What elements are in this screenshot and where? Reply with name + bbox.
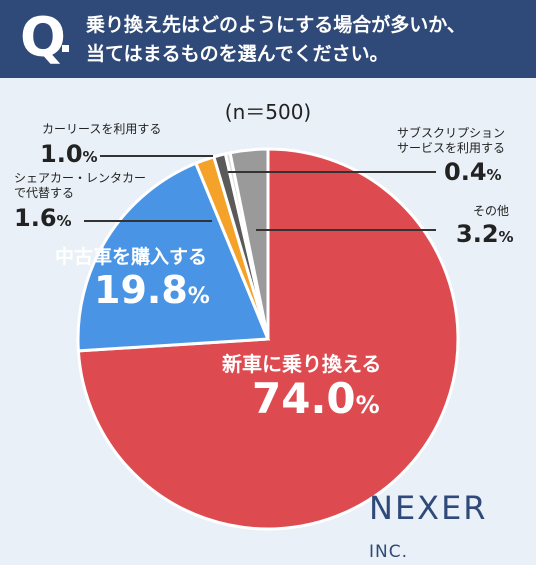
pct-subscription: 0.4% bbox=[444, 158, 502, 186]
label-car-share-line2: で代替する bbox=[14, 186, 75, 200]
label-used-car: 中古車を購入する bbox=[55, 246, 208, 268]
sample-size-note: (n＝500) bbox=[224, 100, 312, 124]
label-other: その他 bbox=[473, 204, 510, 218]
question-line-2: 当てはまるものを選んでください。 bbox=[86, 43, 389, 65]
label-new-car: 新車に乗り換える bbox=[222, 352, 382, 376]
pie-chart bbox=[76, 147, 460, 531]
question-header: Q 乗り換え先はどのようにする場合が多いか、 当てはまるものを選んでください。 bbox=[0, 0, 536, 78]
label-subscription-line2: サービスを利用する bbox=[397, 141, 506, 155]
question-line-1: 乗り換え先はどのようにする場合が多いか、 bbox=[86, 14, 466, 36]
nexer-logo: NEXER INC. bbox=[369, 489, 488, 562]
pct-car-lease: 1.0% bbox=[40, 140, 98, 168]
pct-used-car: 19.8% bbox=[94, 268, 210, 312]
pct-car-share: 1.6% bbox=[14, 204, 72, 232]
label-subscription-line1: サブスクリプション bbox=[397, 126, 506, 140]
q-letter: Q bbox=[20, 6, 66, 69]
label-car-share-line1: シェアカー・レンタカー bbox=[14, 171, 147, 185]
pct-new-car: 74.0% bbox=[252, 374, 380, 423]
slice-other bbox=[228, 147, 270, 340]
slice-used-car bbox=[76, 161, 271, 353]
pct-other: 3.2% bbox=[456, 220, 514, 248]
q-dot bbox=[62, 45, 69, 52]
label-car-lease: カーリースを利用する bbox=[42, 122, 162, 136]
